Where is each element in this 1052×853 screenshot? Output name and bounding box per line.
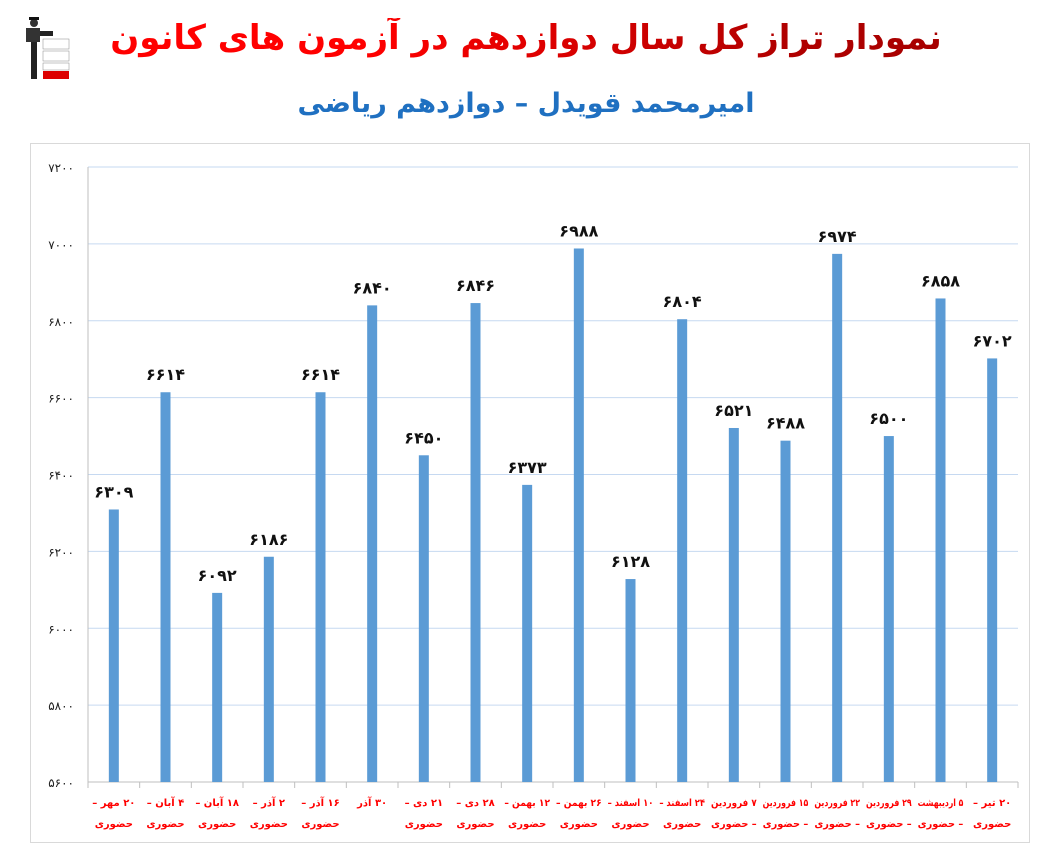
x-category-label-line2: حضوری bbox=[560, 819, 598, 830]
bar bbox=[573, 248, 584, 783]
bar bbox=[677, 319, 688, 782]
x-category-label-line2: – حضوری bbox=[763, 819, 809, 830]
x-category-label-line2: – حضوری bbox=[814, 819, 860, 830]
data-label: ۶۰۹۲ bbox=[198, 566, 237, 585]
x-category-label: ۱۰ اسفند – bbox=[608, 798, 654, 809]
bar bbox=[935, 298, 946, 782]
data-label: ۶۷۰۲ bbox=[973, 331, 1012, 350]
x-category-label-line2: حضوری bbox=[663, 819, 701, 830]
data-label: ۶۶۱۴ bbox=[146, 365, 185, 384]
x-category-label: ۲۴ اسفند – bbox=[659, 798, 705, 809]
bar bbox=[315, 392, 326, 782]
chart-title: نمودار تراز کل سال دوازدهم در آزمون های … bbox=[0, 18, 1052, 58]
x-category-label: ۲۹ فروردین bbox=[866, 798, 912, 809]
bar bbox=[780, 440, 791, 782]
x-category-label-line2: حضوری bbox=[95, 819, 133, 830]
data-label: ۶۸۰۴ bbox=[663, 292, 702, 311]
bar bbox=[987, 358, 998, 782]
x-category-label: ۲۸ دی – bbox=[456, 798, 494, 809]
data-label: ۶۸۴۶ bbox=[456, 276, 495, 295]
bar bbox=[263, 556, 274, 782]
data-label: ۶۴۵۰ bbox=[404, 428, 443, 447]
y-tick-label: ۶۶۰۰ bbox=[48, 392, 74, 406]
data-label: ۶۸۵۸ bbox=[921, 271, 960, 290]
data-label: ۶۳۰۹ bbox=[94, 482, 133, 501]
chart-frame bbox=[30, 143, 1030, 843]
y-tick-label: ۶۲۰۰ bbox=[48, 545, 74, 559]
y-tick-label: ۶۰۰۰ bbox=[48, 622, 74, 636]
x-category-label-line2: حضوری bbox=[405, 819, 443, 830]
x-category-label: ۱۵ فروردین bbox=[763, 798, 809, 809]
y-tick-label: ۷۰۰۰ bbox=[48, 238, 74, 252]
chart-subtitle: امیرمحمد قویدل – دوازدهم ریاضی bbox=[297, 88, 755, 119]
x-category-label-line2: – حضوری bbox=[711, 819, 757, 830]
x-category-label: ۴ آبان – bbox=[147, 796, 185, 809]
x-category-label-line2: حضوری bbox=[456, 819, 494, 830]
data-label: ۶۹۸۸ bbox=[559, 221, 598, 240]
x-category-label-line2: حضوری bbox=[146, 819, 184, 830]
bar bbox=[728, 427, 739, 782]
y-tick-label: ۵۶۰۰ bbox=[48, 776, 74, 790]
data-label: ۶۸۴۰ bbox=[353, 278, 392, 297]
data-label: ۶۱۲۸ bbox=[611, 552, 650, 571]
x-category-label-line2: حضوری bbox=[973, 819, 1011, 830]
y-tick-label: ۷۲۰۰ bbox=[48, 161, 74, 175]
bar bbox=[522, 484, 533, 782]
x-category-label: ۲۶ بهمن – bbox=[556, 798, 602, 809]
x-category-label: ۳۰ آذر bbox=[356, 796, 387, 809]
x-category-label: ۷ فروردین bbox=[711, 798, 757, 809]
y-tick-label: ۵۸۰۰ bbox=[48, 699, 74, 713]
bar bbox=[160, 392, 171, 782]
bar bbox=[367, 305, 378, 782]
data-label: ۶۵۰۰ bbox=[869, 409, 908, 428]
x-category-label: ۲۰ تیر – bbox=[973, 798, 1011, 809]
bar bbox=[108, 509, 119, 782]
x-category-label: ۱۶ آذر – bbox=[301, 796, 340, 809]
x-category-label-line2: حضوری bbox=[611, 819, 649, 830]
x-category-label: ۱۸ آبان – bbox=[195, 796, 239, 809]
data-label: ۶۴۸۸ bbox=[766, 414, 805, 433]
data-label: ۶۶۱۴ bbox=[301, 365, 340, 384]
x-category-label-line2: – حضوری bbox=[866, 819, 912, 830]
x-category-label-line2: – حضوری bbox=[918, 819, 964, 830]
data-label: ۶۵۲۱ bbox=[714, 401, 753, 420]
data-label: ۶۱۸۶ bbox=[249, 530, 288, 549]
x-category-label: ۲ آذر – bbox=[253, 796, 285, 809]
x-category-label: ۱۲ بهمن – bbox=[504, 798, 550, 809]
y-tick-label: ۶۸۰۰ bbox=[48, 315, 74, 329]
x-category-label: ۵ اردیبهشت bbox=[918, 798, 964, 809]
bar bbox=[832, 253, 843, 782]
y-tick-label: ۶۴۰۰ bbox=[48, 469, 74, 483]
kanoon-logo bbox=[16, 15, 72, 79]
bar bbox=[625, 579, 636, 782]
data-label: ۶۹۷۴ bbox=[818, 227, 857, 246]
bar bbox=[212, 592, 223, 782]
x-category-label: ۲۰ مهر – bbox=[92, 798, 135, 809]
x-category-label: ۲۲ فروردین bbox=[814, 798, 860, 809]
x-category-label-line2: حضوری bbox=[508, 819, 546, 830]
bar bbox=[470, 303, 481, 782]
bar bbox=[883, 436, 894, 782]
data-label: ۶۳۷۳ bbox=[508, 458, 547, 477]
x-category-label-line2: حضوری bbox=[250, 819, 288, 830]
x-category-label: ۲۱ دی – bbox=[405, 798, 443, 809]
x-category-label-line2: حضوری bbox=[301, 819, 339, 830]
x-category-label-line2: حضوری bbox=[198, 819, 236, 830]
bar bbox=[418, 455, 429, 782]
